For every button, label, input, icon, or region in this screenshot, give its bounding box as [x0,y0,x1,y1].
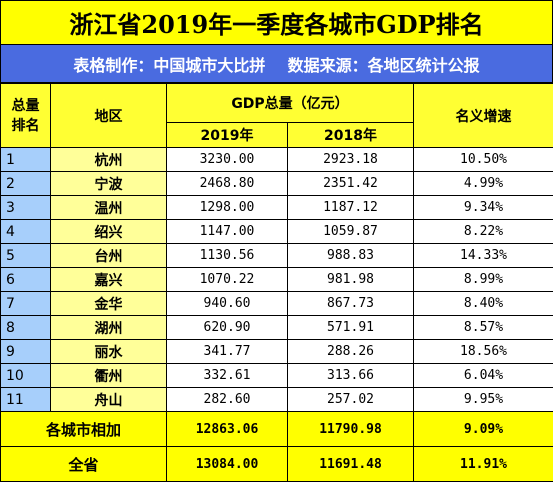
cell-gdp-2018: 1059.87 [287,219,414,244]
cell-total-label: 全省 [0,446,167,482]
cell-gdp-2019: 1070.22 [166,267,288,292]
cell-total-label: 各城市相加 [0,411,167,447]
cell-total-gdp-2019: 13084.00 [166,446,288,482]
cell-region: 舟山 [50,387,167,412]
table-row: 10 衢州 332.61 313.66 6.04% [0,363,553,388]
totals-row: 全省 13084.00 11691.48 11.91% [0,446,553,482]
table-row: 8 湖州 620.90 571.91 8.57% [0,315,553,340]
cell-region: 衢州 [50,363,167,388]
cell-rank: 11 [0,387,51,412]
table-row: 1 杭州 3230.00 2923.18 10.50% [0,147,553,172]
cell-rank: 7 [0,291,51,316]
cell-gdp-2019: 341.77 [166,339,288,364]
cell-growth: 6.04% [413,363,553,388]
cell-region: 绍兴 [50,219,167,244]
totals-row: 各城市相加 12863.06 11790.98 9.09% [0,411,553,447]
cell-rank: 3 [0,195,51,220]
cell-gdp-2019: 1147.00 [166,219,288,244]
table-row: 5 台州 1130.56 988.83 14.33% [0,243,553,268]
header-region: 地区 [50,83,167,148]
cell-gdp-2019: 3230.00 [166,147,288,172]
cell-rank: 1 [0,147,51,172]
header-gdp-group: GDP总量（亿元） [166,83,414,123]
cell-region: 宁波 [50,171,167,196]
cell-gdp-2018: 257.02 [287,387,414,412]
cell-rank: 5 [0,243,51,268]
cell-rank: 6 [0,267,51,292]
cell-rank: 4 [0,219,51,244]
cell-gdp-2019: 2468.80 [166,171,288,196]
header-rank: 总量 排名 [0,83,51,148]
cell-region: 湖州 [50,315,167,340]
sheet-subtitle: 表格制作：中国城市大比拼 数据来源：各地区统计公报 [0,45,553,83]
cell-total-gdp-2018: 11790.98 [287,411,414,447]
cell-growth: 8.57% [413,315,553,340]
cell-region: 杭州 [50,147,167,172]
table-row: 11 舟山 282.60 257.02 9.95% [0,387,553,412]
cell-total-gdp-2019: 12863.06 [166,411,288,447]
cell-gdp-2019: 940.60 [166,291,288,316]
table-row: 9 丽水 341.77 288.26 18.56% [0,339,553,364]
cell-gdp-2018: 988.83 [287,243,414,268]
cell-gdp-2018: 981.98 [287,267,414,292]
cell-growth: 4.99% [413,171,553,196]
cell-region: 丽水 [50,339,167,364]
table-row: 6 嘉兴 1070.22 981.98 8.99% [0,267,553,292]
cell-growth: 14.33% [413,243,553,268]
cell-growth: 9.95% [413,387,553,412]
cell-growth: 10.50% [413,147,553,172]
table-row: 3 温州 1298.00 1187.12 9.34% [0,195,553,220]
cell-gdp-2018: 2351.42 [287,171,414,196]
sheet-title: 浙江省2019年一季度各城市GDP排名 [0,0,553,45]
cell-gdp-2018: 288.26 [287,339,414,364]
cell-total-gdp-2018: 11691.48 [287,446,414,482]
cell-gdp-2018: 1187.12 [287,195,414,220]
table-row: 4 绍兴 1147.00 1059.87 8.22% [0,219,553,244]
cell-gdp-2018: 313.66 [287,363,414,388]
header-year-2018: 2018年 [287,122,414,148]
table-body: 1 杭州 3230.00 2923.18 10.50% 2 宁波 2468.80… [0,147,553,412]
table-row: 2 宁波 2468.80 2351.42 4.99% [0,171,553,196]
cell-gdp-2019: 282.60 [166,387,288,412]
cell-growth: 18.56% [413,339,553,364]
table-totals: 各城市相加 12863.06 11790.98 9.09% 全省 13084.0… [0,411,553,482]
header-growth: 名义增速 [413,83,553,148]
header-year-2019: 2019年 [166,122,288,148]
cell-gdp-2019: 620.90 [166,315,288,340]
cell-rank: 9 [0,339,51,364]
cell-growth: 8.99% [413,267,553,292]
cell-gdp-2018: 2923.18 [287,147,414,172]
cell-region: 金华 [50,291,167,316]
cell-growth: 8.22% [413,219,553,244]
cell-region: 温州 [50,195,167,220]
gdp-table: 总量 排名 地区 GDP总量（亿元） 名义增速 2019年 2018年 1 杭州… [0,83,553,482]
cell-region: 台州 [50,243,167,268]
cell-growth: 8.40% [413,291,553,316]
cell-gdp-2019: 332.61 [166,363,288,388]
cell-gdp-2019: 1298.00 [166,195,288,220]
cell-growth: 9.34% [413,195,553,220]
cell-rank: 8 [0,315,51,340]
cell-gdp-2018: 867.73 [287,291,414,316]
cell-region: 嘉兴 [50,267,167,292]
cell-gdp-2018: 571.91 [287,315,414,340]
cell-total-growth: 11.91% [413,446,553,482]
cell-gdp-2019: 1130.56 [166,243,288,268]
table-row: 7 金华 940.60 867.73 8.40% [0,291,553,316]
cell-total-growth: 9.09% [413,411,553,447]
cell-rank: 2 [0,171,51,196]
cell-rank: 10 [0,363,51,388]
